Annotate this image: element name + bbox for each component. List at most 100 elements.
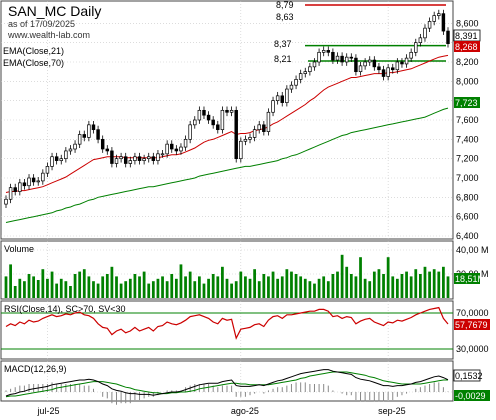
candle-up (409, 51, 413, 59)
candle-up (77, 134, 82, 145)
volume-bar (87, 276, 91, 298)
candle-up (27, 177, 31, 187)
volume-bar (188, 271, 192, 298)
volume-bar (221, 266, 224, 298)
candle-up (395, 61, 400, 71)
candle-up (344, 56, 349, 63)
price-tick-label: 8,600 (456, 18, 479, 28)
volume-bar (170, 274, 174, 298)
volume-bar (244, 276, 247, 298)
volume-bar (174, 278, 178, 298)
volume-bar (395, 278, 399, 298)
candle-down (174, 148, 179, 152)
candle-up (308, 66, 312, 73)
volume-bar (418, 274, 422, 298)
candle-up (285, 88, 289, 103)
volume-bar (322, 276, 326, 298)
rsi-line (5, 306, 449, 340)
candle-up (257, 124, 261, 131)
volume-bar (303, 278, 307, 298)
candle-up (289, 84, 294, 90)
volume-bar (105, 274, 109, 298)
ema21-badge: 8,268 (454, 41, 480, 52)
candle-up (142, 158, 146, 161)
candle-up (68, 148, 73, 152)
volume-bar (437, 271, 441, 298)
volume-bar (73, 274, 77, 298)
volume-bar (326, 281, 330, 298)
macd-title: MACD(12,26,9) (4, 364, 67, 374)
candle-down (100, 138, 105, 150)
candle-down (202, 109, 206, 116)
volume-bar (82, 269, 86, 298)
rsi-tick-label: 30,0000 (456, 344, 489, 354)
svg-text:8,391: 8,391 (455, 31, 478, 41)
volume-bar (414, 269, 418, 298)
candle-up (50, 156, 54, 167)
candle-down (211, 119, 215, 126)
candle-down (216, 124, 220, 131)
candle-down (82, 134, 87, 138)
legend-ema21: EMA(Close,21) (3, 46, 64, 56)
candle-up (87, 124, 91, 138)
volume-bar (13, 286, 17, 298)
candle-up (119, 156, 123, 160)
candle-up (275, 95, 280, 102)
volume-bar (257, 281, 261, 298)
candle-down (225, 109, 229, 113)
volume-bar (202, 283, 206, 298)
candle-down (170, 143, 174, 150)
candle-up (423, 27, 427, 39)
volume-bar (331, 274, 335, 298)
annotation-8-37: 8,37 (274, 39, 292, 49)
volume-bar (248, 278, 252, 298)
candle-up (312, 61, 317, 68)
candle-up (271, 100, 275, 113)
volume-bar (156, 278, 160, 298)
price-tick-label: 7,000 (456, 173, 479, 183)
candle-down (105, 148, 110, 152)
candle-up (146, 156, 151, 160)
volume-bar (409, 276, 413, 298)
volume-bar (179, 264, 183, 298)
volume-bar (138, 276, 141, 298)
volume-layer (4, 254, 450, 298)
volume-bar (290, 271, 293, 298)
candle-up (358, 65, 363, 73)
volume-bar (382, 274, 385, 298)
volume-bar (27, 274, 31, 298)
volume-bar (372, 271, 376, 298)
candle-up (179, 146, 183, 152)
candle-up (321, 50, 326, 53)
volume-bar (78, 271, 82, 298)
rsi-tick-label: 70,0000 (456, 308, 489, 318)
candle-up (239, 140, 243, 160)
volume-bar (313, 283, 316, 298)
candle-up (36, 180, 40, 183)
candle-down (234, 109, 238, 160)
candle-up (363, 61, 367, 67)
candle-up (229, 109, 234, 113)
candle-up (114, 158, 119, 164)
annotation-8-21: 8,21 (274, 54, 292, 64)
candle-up (220, 109, 225, 131)
candle-up (317, 51, 321, 63)
candle-up (386, 67, 390, 77)
x-tick-label: sep-25 (378, 406, 406, 416)
candle-up (183, 138, 188, 148)
candle-down (280, 95, 284, 103)
candle-up (418, 37, 423, 44)
candle-down (91, 124, 96, 131)
volume-bar (92, 281, 95, 298)
candle-down (377, 66, 381, 71)
candle-down (354, 57, 358, 73)
volume-bar (36, 280, 40, 298)
volume-bar (405, 271, 408, 298)
volume-bar (216, 276, 220, 298)
price-tick-label: 6,800 (456, 192, 479, 202)
candle-up (303, 71, 308, 74)
volume-bar (276, 278, 280, 298)
candle-down (441, 13, 446, 32)
candle-up (197, 109, 202, 121)
volume-bar (128, 278, 132, 298)
